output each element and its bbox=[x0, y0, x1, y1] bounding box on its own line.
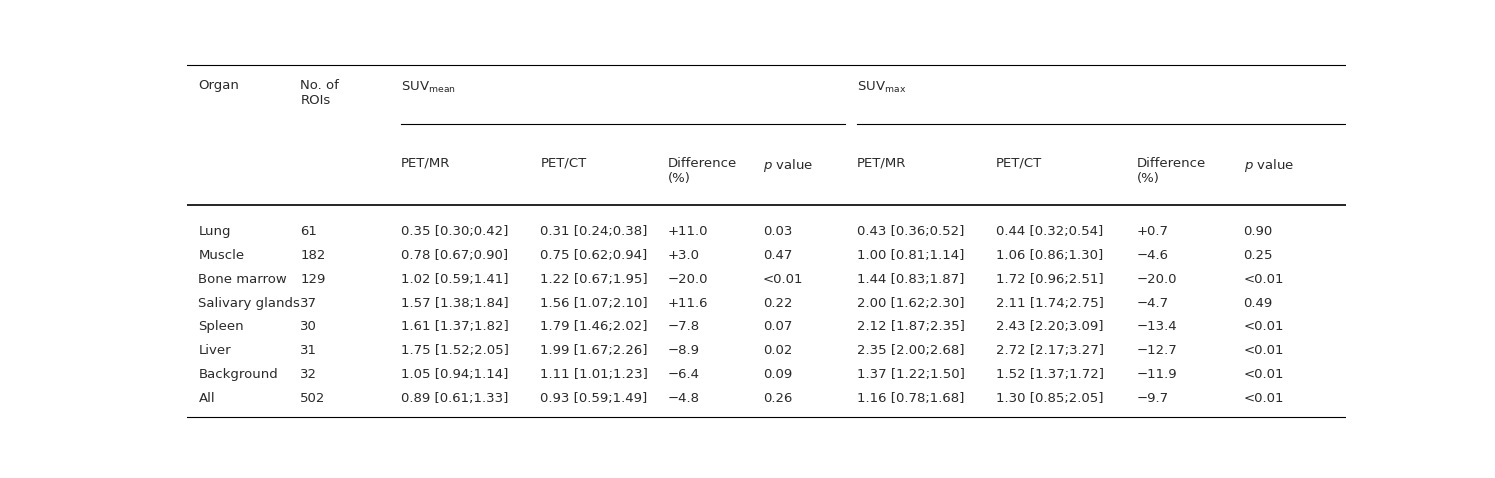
Text: SUV$_{\mathrm{mean}}$: SUV$_{\mathrm{mean}}$ bbox=[401, 79, 456, 95]
Text: 1.72 [0.96;2.51]: 1.72 [0.96;2.51] bbox=[996, 272, 1103, 286]
Text: 37: 37 bbox=[300, 296, 317, 310]
Text: 502: 502 bbox=[300, 392, 326, 405]
Text: −9.7: −9.7 bbox=[1136, 392, 1169, 405]
Text: SUV$_{\mathrm{max}}$: SUV$_{\mathrm{max}}$ bbox=[857, 79, 906, 95]
Text: −20.0: −20.0 bbox=[668, 272, 709, 286]
Text: 31: 31 bbox=[300, 344, 317, 358]
Text: Organ: Organ bbox=[199, 79, 239, 92]
Text: <0.01: <0.01 bbox=[1244, 272, 1284, 286]
Text: 1.11 [1.01;1.23]: 1.11 [1.01;1.23] bbox=[540, 369, 649, 381]
Text: <0.01: <0.01 bbox=[762, 272, 803, 286]
Text: 1.05 [0.94;1.14]: 1.05 [0.94;1.14] bbox=[401, 369, 508, 381]
Text: <0.01: <0.01 bbox=[1244, 320, 1284, 334]
Text: 0.31 [0.24;0.38]: 0.31 [0.24;0.38] bbox=[540, 225, 647, 238]
Text: +11.6: +11.6 bbox=[668, 296, 709, 310]
Text: $p$ value: $p$ value bbox=[1244, 157, 1293, 174]
Text: $p$ value: $p$ value bbox=[762, 157, 813, 174]
Text: 2.43 [2.20;3.09]: 2.43 [2.20;3.09] bbox=[996, 320, 1103, 334]
Text: 1.00 [0.81;1.14]: 1.00 [0.81;1.14] bbox=[857, 249, 964, 261]
Text: 0.75 [0.62;0.94]: 0.75 [0.62;0.94] bbox=[540, 249, 647, 261]
Text: −4.6: −4.6 bbox=[1136, 249, 1169, 261]
Text: 32: 32 bbox=[300, 369, 317, 381]
Text: PET/MR: PET/MR bbox=[401, 157, 450, 170]
Text: 2.35 [2.00;2.68]: 2.35 [2.00;2.68] bbox=[857, 344, 964, 358]
Text: 0.44 [0.32;0.54]: 0.44 [0.32;0.54] bbox=[996, 225, 1103, 238]
Text: −4.8: −4.8 bbox=[668, 392, 700, 405]
Text: 0.49: 0.49 bbox=[1244, 296, 1272, 310]
Text: 30: 30 bbox=[300, 320, 317, 334]
Text: Lung: Lung bbox=[199, 225, 230, 238]
Text: 0.03: 0.03 bbox=[762, 225, 792, 238]
Text: 0.93 [0.59;1.49]: 0.93 [0.59;1.49] bbox=[540, 392, 647, 405]
Text: PET/CT: PET/CT bbox=[540, 157, 586, 170]
Text: 0.47: 0.47 bbox=[762, 249, 792, 261]
Text: 1.75 [1.52;2.05]: 1.75 [1.52;2.05] bbox=[401, 344, 510, 358]
Text: Difference
(%): Difference (%) bbox=[668, 157, 737, 185]
Text: 0.02: 0.02 bbox=[762, 344, 792, 358]
Text: <0.01: <0.01 bbox=[1244, 344, 1284, 358]
Text: 1.57 [1.38;1.84]: 1.57 [1.38;1.84] bbox=[401, 296, 508, 310]
Text: 182: 182 bbox=[300, 249, 326, 261]
Text: All: All bbox=[199, 392, 215, 405]
Text: Background: Background bbox=[199, 369, 278, 381]
Text: <0.01: <0.01 bbox=[1244, 392, 1284, 405]
Text: 1.79 [1.46;2.02]: 1.79 [1.46;2.02] bbox=[540, 320, 647, 334]
Text: Spleen: Spleen bbox=[199, 320, 244, 334]
Text: 0.43 [0.36;0.52]: 0.43 [0.36;0.52] bbox=[857, 225, 964, 238]
Text: 1.37 [1.22;1.50]: 1.37 [1.22;1.50] bbox=[857, 369, 964, 381]
Text: 0.90: 0.90 bbox=[1244, 225, 1272, 238]
Text: 0.07: 0.07 bbox=[762, 320, 792, 334]
Text: 2.11 [1.74;2.75]: 2.11 [1.74;2.75] bbox=[996, 296, 1103, 310]
Text: 1.61 [1.37;1.82]: 1.61 [1.37;1.82] bbox=[401, 320, 508, 334]
Text: 0.22: 0.22 bbox=[762, 296, 792, 310]
Text: −12.7: −12.7 bbox=[1136, 344, 1178, 358]
Text: No. of
ROIs: No. of ROIs bbox=[300, 79, 339, 108]
Text: 1.52 [1.37;1.72]: 1.52 [1.37;1.72] bbox=[996, 369, 1103, 381]
Text: 1.56 [1.07;2.10]: 1.56 [1.07;2.10] bbox=[540, 296, 647, 310]
Text: −8.9: −8.9 bbox=[668, 344, 700, 358]
Text: −7.8: −7.8 bbox=[668, 320, 700, 334]
Text: 1.02 [0.59;1.41]: 1.02 [0.59;1.41] bbox=[401, 272, 508, 286]
Text: Muscle: Muscle bbox=[199, 249, 245, 261]
Text: 0.89 [0.61;1.33]: 0.89 [0.61;1.33] bbox=[401, 392, 508, 405]
Text: 0.35 [0.30;0.42]: 0.35 [0.30;0.42] bbox=[401, 225, 508, 238]
Text: −4.7: −4.7 bbox=[1136, 296, 1169, 310]
Text: 0.09: 0.09 bbox=[762, 369, 792, 381]
Text: 1.99 [1.67;2.26]: 1.99 [1.67;2.26] bbox=[540, 344, 647, 358]
Text: +0.7: +0.7 bbox=[1136, 225, 1169, 238]
Text: 0.25: 0.25 bbox=[1244, 249, 1274, 261]
Text: 1.44 [0.83;1.87]: 1.44 [0.83;1.87] bbox=[857, 272, 964, 286]
Text: 129: 129 bbox=[300, 272, 326, 286]
Text: 1.06 [0.86;1.30]: 1.06 [0.86;1.30] bbox=[996, 249, 1103, 261]
Text: 2.00 [1.62;2.30]: 2.00 [1.62;2.30] bbox=[857, 296, 964, 310]
Text: +3.0: +3.0 bbox=[668, 249, 700, 261]
Text: 61: 61 bbox=[300, 225, 317, 238]
Text: −20.0: −20.0 bbox=[1136, 272, 1178, 286]
Text: Salivary glands: Salivary glands bbox=[199, 296, 300, 310]
Text: −11.9: −11.9 bbox=[1136, 369, 1178, 381]
Text: +11.0: +11.0 bbox=[668, 225, 709, 238]
Text: 1.30 [0.85;2.05]: 1.30 [0.85;2.05] bbox=[996, 392, 1103, 405]
Text: Liver: Liver bbox=[199, 344, 232, 358]
Text: 1.16 [0.78;1.68]: 1.16 [0.78;1.68] bbox=[857, 392, 964, 405]
Text: 1.22 [0.67;1.95]: 1.22 [0.67;1.95] bbox=[540, 272, 647, 286]
Text: Difference
(%): Difference (%) bbox=[1136, 157, 1206, 185]
Text: −6.4: −6.4 bbox=[668, 369, 700, 381]
Text: −13.4: −13.4 bbox=[1136, 320, 1178, 334]
Text: 2.12 [1.87;2.35]: 2.12 [1.87;2.35] bbox=[857, 320, 964, 334]
Text: PET/MR: PET/MR bbox=[857, 157, 906, 170]
Text: 0.26: 0.26 bbox=[762, 392, 792, 405]
Text: 0.78 [0.67;0.90]: 0.78 [0.67;0.90] bbox=[401, 249, 508, 261]
Text: <0.01: <0.01 bbox=[1244, 369, 1284, 381]
Text: Bone marrow: Bone marrow bbox=[199, 272, 287, 286]
Text: 2.72 [2.17;3.27]: 2.72 [2.17;3.27] bbox=[996, 344, 1103, 358]
Text: PET/CT: PET/CT bbox=[996, 157, 1042, 170]
